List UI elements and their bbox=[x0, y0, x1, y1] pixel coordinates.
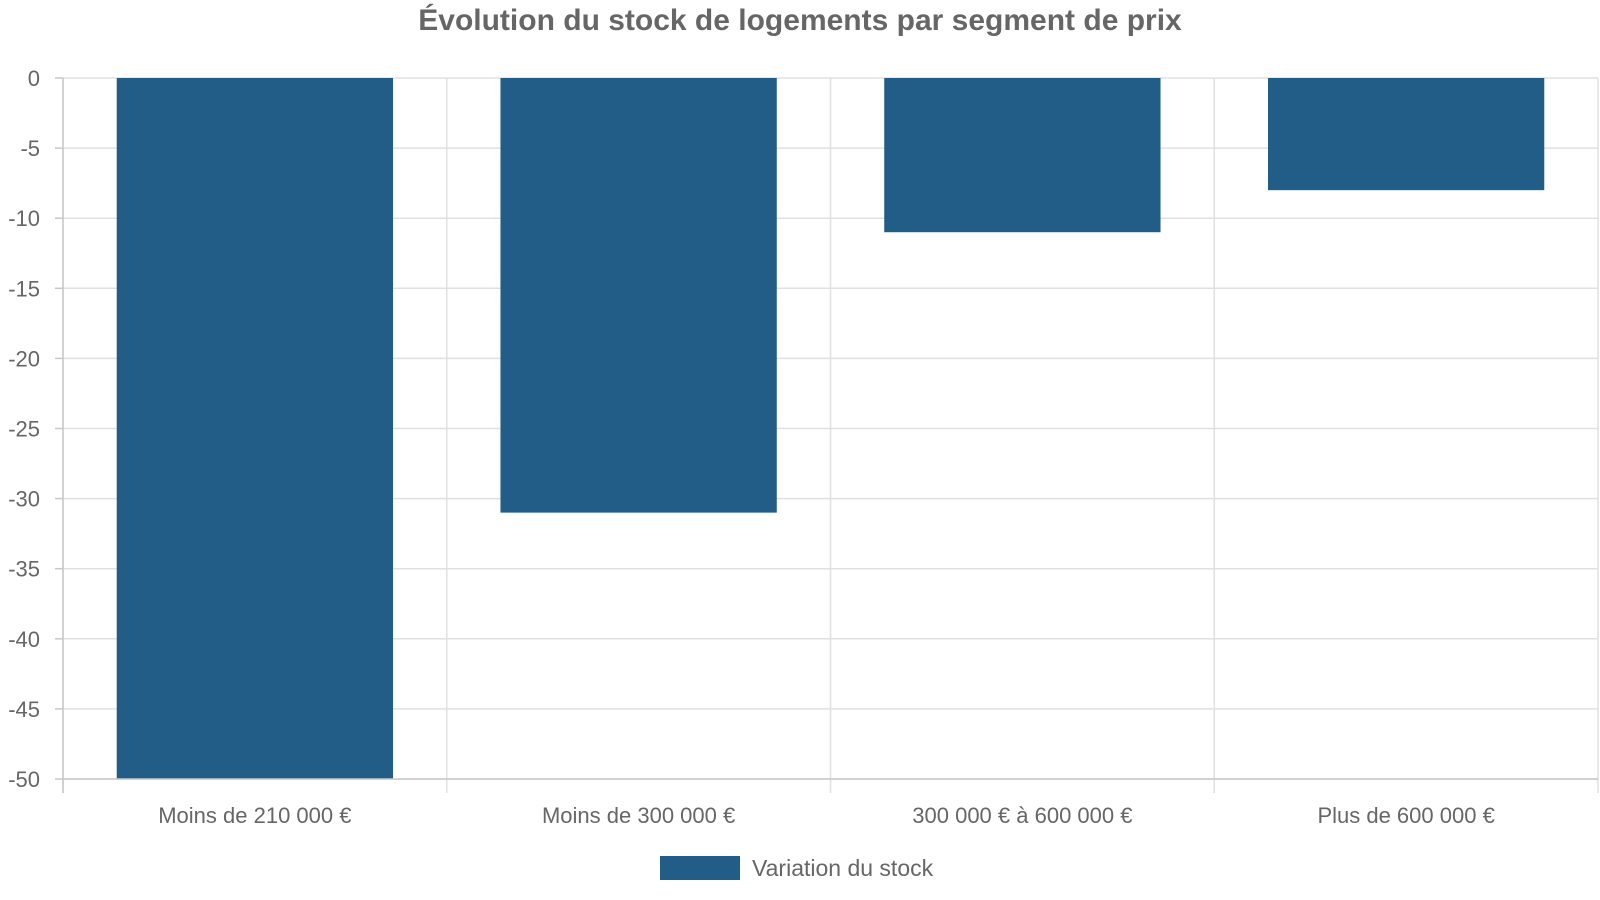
x-tick-label: Moins de 300 000 € bbox=[542, 803, 735, 828]
y-tick-label: 0 bbox=[28, 66, 40, 91]
axes bbox=[55, 77, 1598, 793]
y-tick-label: -25 bbox=[8, 417, 40, 442]
y-tick-label: -40 bbox=[8, 627, 40, 652]
x-axis-ticks: Moins de 210 000 € Moins de 300 000 € 300 … bbox=[158, 803, 1495, 828]
bars bbox=[116, 78, 1545, 779]
bar bbox=[1267, 78, 1545, 191]
y-tick-label: -10 bbox=[8, 206, 40, 231]
y-axis-ticks: 0 -5 -10 -15 -20 -25 -30 -35 -40 -45 -50 bbox=[8, 66, 40, 792]
legend-swatch bbox=[660, 856, 740, 880]
x-tick-label: Moins de 210 000 € bbox=[158, 803, 351, 828]
x-tick-label: Plus de 600 000 € bbox=[1317, 803, 1494, 828]
y-tick-label: -5 bbox=[20, 136, 40, 161]
bar bbox=[116, 78, 394, 779]
legend-label: Variation du stock bbox=[752, 855, 934, 881]
y-tick-label: -50 bbox=[8, 767, 40, 792]
y-tick-label: -45 bbox=[8, 697, 40, 722]
legend: Variation du stock bbox=[660, 855, 934, 881]
x-tick-label: 300 000 € à 600 000 € bbox=[912, 803, 1132, 828]
y-tick-label: -15 bbox=[8, 276, 40, 301]
bar bbox=[500, 78, 777, 513]
y-tick-label: -35 bbox=[8, 557, 40, 582]
y-tick-label: -20 bbox=[8, 346, 40, 371]
y-tick-label: -30 bbox=[8, 487, 40, 512]
chart-title: Évolution du stock de logements par segm… bbox=[418, 3, 1182, 37]
bar bbox=[884, 78, 1161, 233]
